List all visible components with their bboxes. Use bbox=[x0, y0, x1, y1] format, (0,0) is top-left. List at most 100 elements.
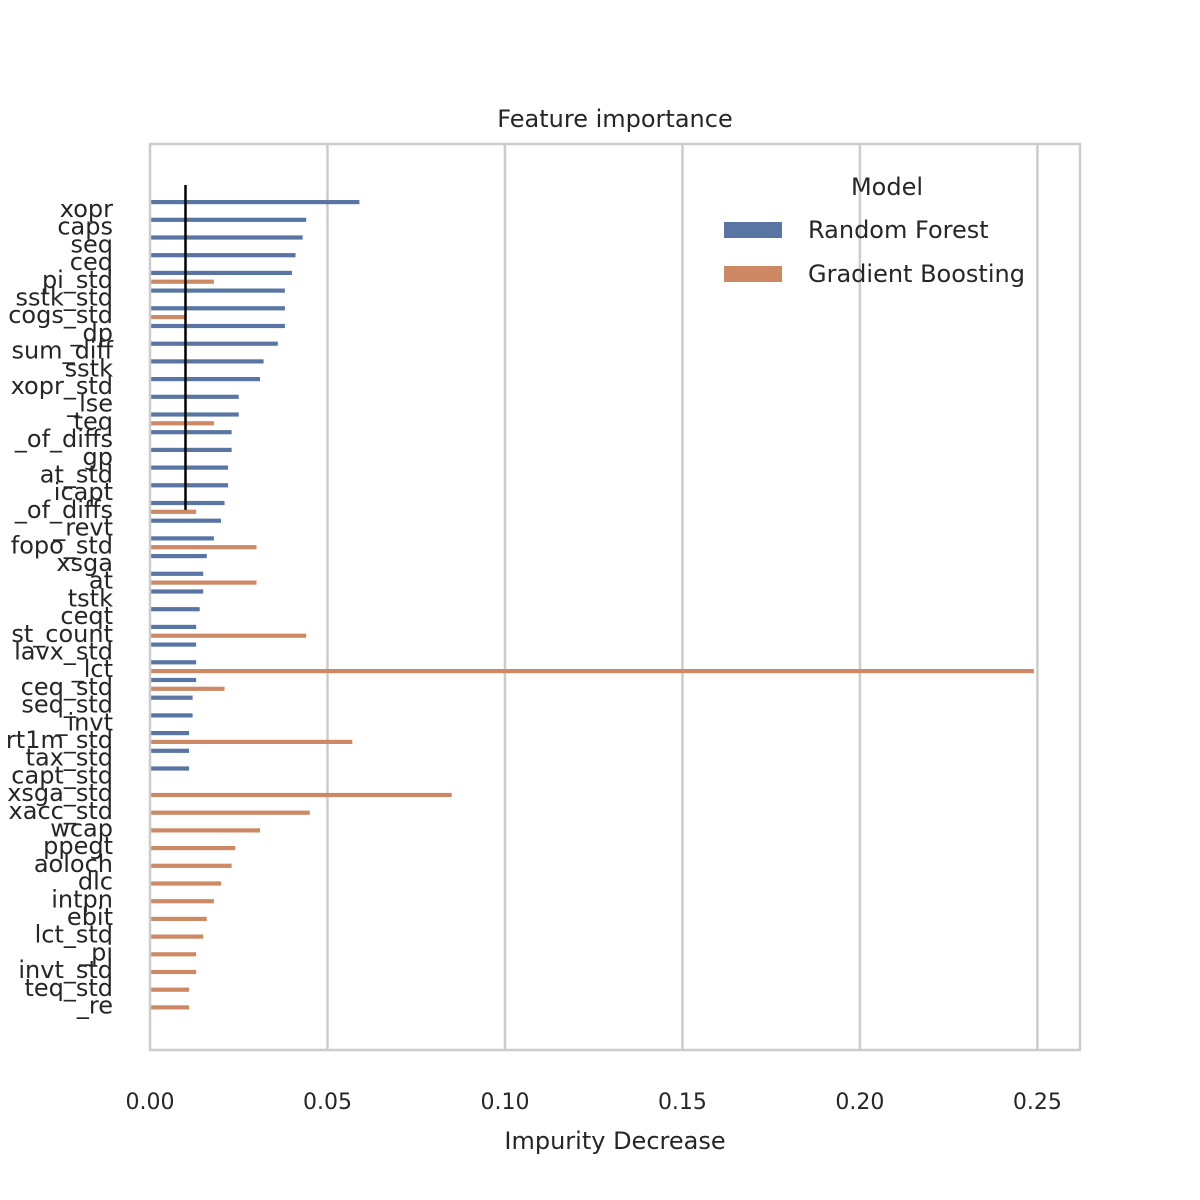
bar-gradient-boosting bbox=[150, 739, 353, 744]
bar-gradient-boosting bbox=[150, 686, 225, 691]
bar-random-forest bbox=[150, 217, 307, 222]
bar-random-forest bbox=[150, 589, 204, 594]
x-axis-title: Impurity Decrease bbox=[504, 1127, 725, 1155]
bar-gradient-boosting bbox=[150, 633, 307, 638]
bar-gradient-boosting bbox=[150, 952, 197, 957]
legend-label: Gradient Boosting bbox=[808, 260, 1025, 288]
bar-gradient-boosting bbox=[150, 846, 236, 851]
bar-random-forest bbox=[150, 695, 193, 700]
category-label: caps bbox=[57, 213, 113, 241]
category-label: tax_std bbox=[26, 744, 113, 772]
bar-gradient-boosting bbox=[150, 863, 232, 868]
bar-gradient-boosting bbox=[150, 828, 261, 833]
category-label: ceq_std bbox=[21, 673, 113, 701]
category-label: cogs_std bbox=[8, 301, 113, 329]
bar-gradient-boosting bbox=[150, 934, 204, 939]
bar-random-forest bbox=[150, 607, 200, 612]
category-label: seq bbox=[70, 230, 113, 258]
category-label: at bbox=[89, 567, 113, 595]
category-label: _dp bbox=[70, 319, 113, 347]
category-label: xsga_std bbox=[7, 779, 113, 807]
category-label: xacc_std bbox=[9, 797, 113, 825]
bar-gradient-boosting bbox=[150, 792, 452, 798]
bar-random-forest bbox=[150, 377, 261, 382]
bar-random-forest bbox=[150, 394, 239, 399]
bar-gradient-boosting bbox=[150, 509, 197, 514]
category-label: sum_diff bbox=[11, 337, 113, 365]
legend-title: Model bbox=[851, 173, 923, 201]
bar-gradient-boosting bbox=[150, 987, 190, 992]
legend-swatch bbox=[724, 222, 782, 238]
category-label: sstk bbox=[65, 354, 113, 382]
plot-frame bbox=[148, 142, 1082, 1052]
bar-random-forest bbox=[150, 554, 207, 559]
bar-random-forest bbox=[150, 447, 232, 452]
bar-random-forest bbox=[150, 465, 229, 470]
x-tick-label: 0.10 bbox=[480, 1090, 529, 1115]
x-tick-label: 0.15 bbox=[658, 1090, 707, 1115]
bars bbox=[150, 200, 1034, 1010]
category-label: ebit bbox=[67, 903, 113, 931]
bar-random-forest bbox=[150, 270, 292, 275]
bar-gradient-boosting bbox=[150, 580, 257, 585]
bar-random-forest bbox=[150, 518, 221, 523]
bar-random-forest bbox=[150, 483, 229, 488]
bar-gradient-boosting bbox=[150, 969, 197, 975]
bar-gradient-boosting bbox=[150, 916, 207, 921]
category-label: pi_std bbox=[42, 266, 113, 294]
bar-random-forest bbox=[150, 253, 296, 258]
bar-random-forest bbox=[150, 624, 197, 629]
category-label: _of_diffs bbox=[14, 425, 113, 453]
legend: Model Random Forest Gradient Boosting bbox=[724, 173, 1025, 288]
bar-random-forest bbox=[150, 571, 204, 576]
category-label: intpn bbox=[51, 885, 113, 913]
category-label: xsga bbox=[56, 549, 113, 577]
category-labels: xoprcapsseqceqpi_stdsstk_stdcogs_std_dps… bbox=[6, 195, 114, 1020]
category-label: xopr_std bbox=[11, 372, 113, 400]
bar-random-forest bbox=[150, 306, 285, 311]
x-tick-label: 0.05 bbox=[303, 1090, 352, 1115]
x-tick-labels: 0.00 0.05 0.10 0.15 0.20 0.25 bbox=[126, 1090, 1062, 1115]
category-label: teq bbox=[74, 407, 113, 435]
bar-random-forest bbox=[150, 660, 197, 665]
bar-random-forest bbox=[150, 200, 360, 205]
bar-gradient-boosting bbox=[150, 810, 310, 815]
category-label: _revt bbox=[52, 514, 113, 542]
legend-swatch bbox=[724, 266, 782, 282]
category-label: _of_diffs bbox=[14, 496, 113, 524]
category-label: _invt bbox=[55, 708, 114, 736]
category-label: rt1m_std bbox=[6, 726, 113, 754]
category-label: fopo_std bbox=[11, 531, 113, 559]
category-label: sstk_std bbox=[16, 284, 113, 312]
chart-title: Feature importance bbox=[497, 105, 732, 133]
category-label: st_count bbox=[11, 620, 113, 648]
bar-gradient-boosting bbox=[150, 899, 214, 904]
category-label: ceq bbox=[70, 248, 113, 276]
category-label: _lct bbox=[71, 655, 113, 683]
category-label: ppegt bbox=[43, 832, 113, 860]
category-label: at_std bbox=[40, 461, 113, 489]
category-label: icapt bbox=[54, 478, 113, 506]
bar-gradient-boosting bbox=[150, 881, 221, 886]
category-label: lavx_std bbox=[14, 638, 113, 666]
category-label: wcap bbox=[50, 815, 113, 843]
bar-gradient-boosting bbox=[150, 669, 1034, 674]
bar-gradient-boosting bbox=[150, 1005, 190, 1010]
bar-random-forest bbox=[150, 412, 239, 417]
bar-random-forest bbox=[150, 748, 190, 753]
category-label: tstk bbox=[68, 584, 113, 612]
bar-gradient-boosting bbox=[150, 421, 214, 426]
bar-gradient-boosting bbox=[150, 315, 186, 320]
x-tick-label: 0.25 bbox=[1013, 1090, 1062, 1115]
bar-random-forest bbox=[150, 430, 232, 435]
bar-random-forest bbox=[150, 341, 278, 346]
category-label: _re bbox=[76, 992, 113, 1020]
x-tick-label: 0.00 bbox=[126, 1090, 175, 1115]
legend-label: Random Forest bbox=[808, 216, 989, 244]
category-label: ceqt bbox=[60, 602, 113, 630]
bar-random-forest bbox=[150, 731, 190, 736]
bar-random-forest bbox=[150, 323, 285, 329]
category-label: seq_std bbox=[21, 691, 113, 719]
